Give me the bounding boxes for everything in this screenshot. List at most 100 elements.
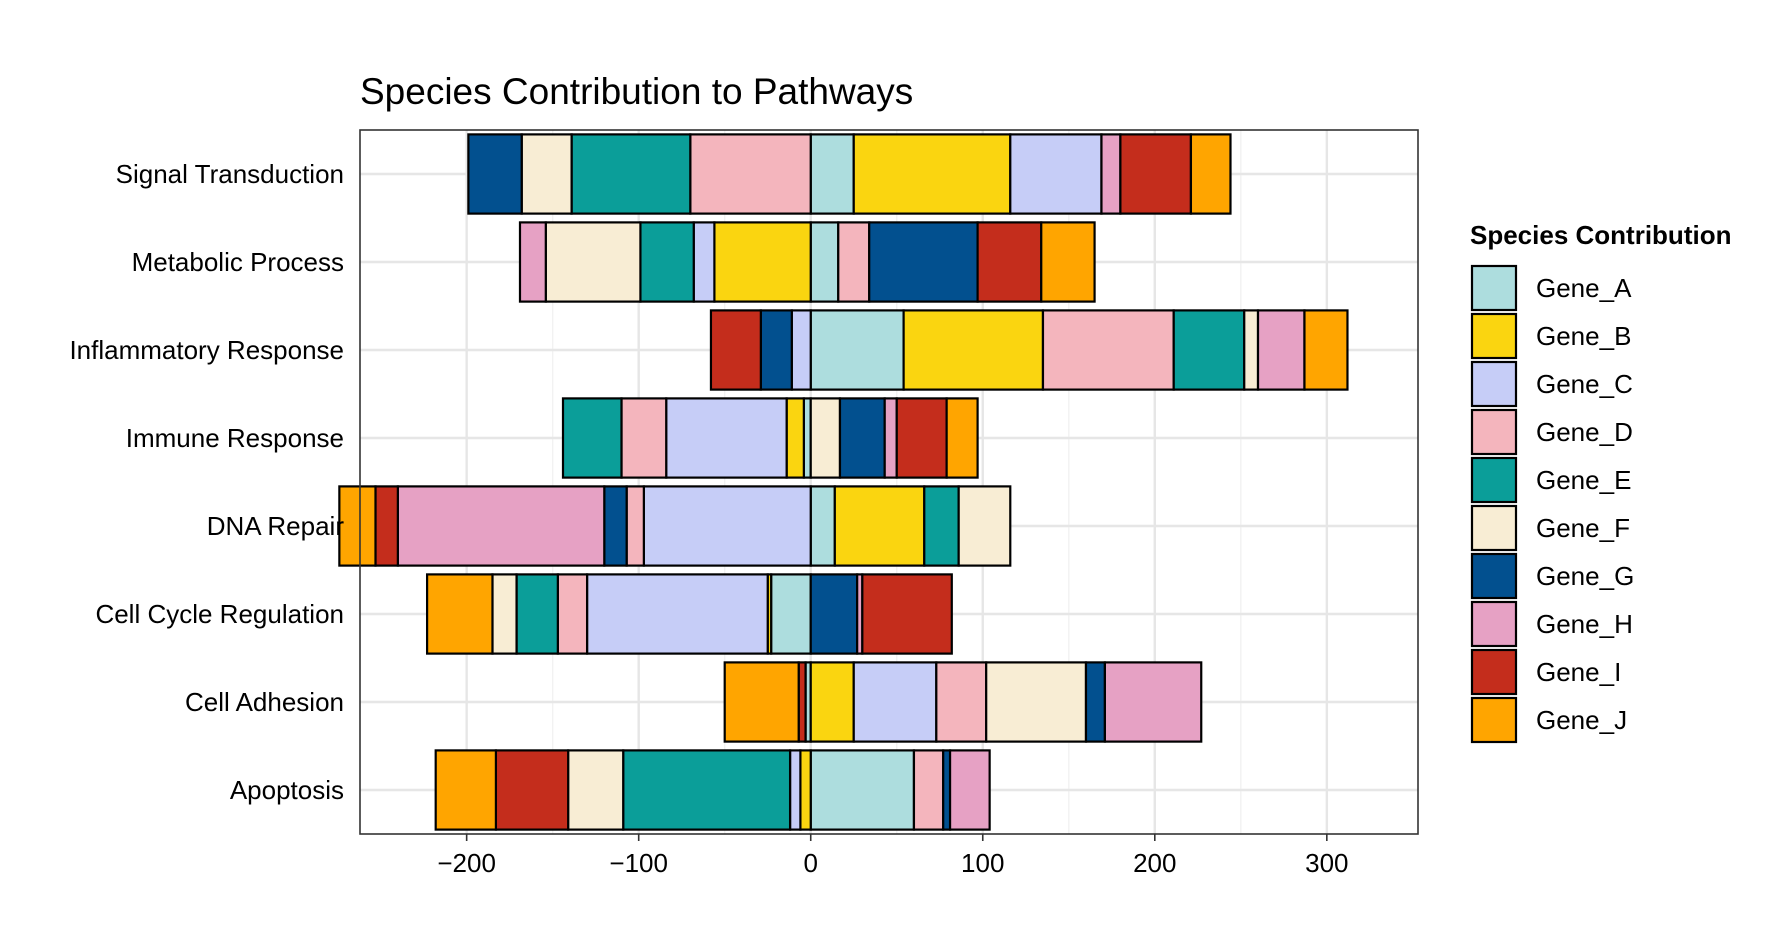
legend-swatch — [1470, 696, 1518, 744]
bar-segment — [665, 397, 788, 479]
bar-segment — [1100, 133, 1122, 215]
legend-label: Gene_G — [1536, 561, 1634, 591]
bar-segment — [902, 309, 1045, 391]
bar-segment — [809, 133, 855, 215]
legend-swatch — [1470, 360, 1518, 408]
bar-segment — [985, 661, 1088, 743]
bar-segment — [570, 133, 692, 215]
legend-label: Gene_B — [1536, 321, 1631, 351]
bar-segment — [620, 397, 668, 479]
y-tick-labels: Signal Transduction Metabolic Process Infl… — [69, 159, 344, 805]
chart-title: Species Contribution to Pathways — [360, 71, 913, 112]
legend: Gene_A Gene_B Gene_C Gene_D Gene_E Gene_F Gene… — [1470, 264, 1634, 744]
legend-label: Gene_I — [1536, 657, 1621, 687]
bar-segment — [883, 397, 898, 479]
legend-title: Species Contribution — [1470, 220, 1731, 250]
bar-segment — [809, 397, 842, 479]
legend-swatch — [1470, 600, 1518, 648]
legend-label: Gene_E — [1536, 465, 1631, 495]
legend-label: Gene_D — [1536, 417, 1633, 447]
bar-segment — [556, 573, 589, 655]
bar-segment — [709, 309, 762, 391]
bar-segment — [912, 749, 945, 831]
bar-segment — [1189, 133, 1232, 215]
bar-segment — [642, 485, 812, 567]
bar-segment — [1243, 309, 1260, 391]
bar-segment — [338, 485, 377, 567]
bar-segment — [809, 573, 859, 655]
legend-swatch — [1470, 648, 1518, 696]
legend-label: Gene_A — [1536, 273, 1632, 303]
legend-label: Gene_H — [1536, 609, 1633, 639]
bar-segment — [945, 397, 979, 479]
x-tick-label: 0 — [803, 848, 817, 878]
bar-segment — [374, 485, 399, 567]
bar-segment — [868, 221, 979, 303]
legend-swatch — [1470, 456, 1518, 504]
y-tick-label: Apoptosis — [230, 775, 344, 805]
bar-segment — [1084, 661, 1107, 743]
bar-segment — [723, 661, 800, 743]
x-tick-label: 100 — [961, 848, 1004, 878]
legend-swatch — [1470, 312, 1518, 360]
bar-segment — [852, 133, 1012, 215]
plot-border — [359, 129, 1419, 835]
bar-segment — [809, 749, 916, 831]
bar-segment — [467, 133, 523, 215]
bar-segment — [935, 661, 988, 743]
bar-segment — [788, 749, 802, 831]
bars — [338, 133, 1349, 831]
bar-segment — [585, 573, 769, 655]
bar-segment — [713, 221, 812, 303]
bar-segment — [759, 309, 793, 391]
bar-segment — [622, 749, 792, 831]
x-tick-label: 300 — [1305, 848, 1348, 878]
bar-segment — [809, 661, 855, 743]
bar-segment — [790, 309, 812, 391]
bar-segment — [396, 485, 606, 567]
bar-segment — [494, 749, 570, 831]
legend-label: Gene_F — [1536, 513, 1630, 543]
bar-segment — [1256, 309, 1306, 391]
bar-segment — [692, 221, 716, 303]
bar-segment — [1103, 661, 1203, 743]
legend-swatch — [1470, 552, 1518, 600]
bar-segment — [567, 749, 625, 831]
bar-segment — [544, 221, 642, 303]
bar-segment — [603, 485, 628, 567]
bar-segment — [976, 221, 1043, 303]
bar-segment — [561, 397, 623, 479]
y-tick-label: Immune Response — [126, 423, 344, 453]
bar-segment — [809, 309, 905, 391]
bar-segment — [809, 221, 840, 303]
bar-segment — [1041, 309, 1175, 391]
x-tick-label: −100 — [609, 848, 668, 878]
legend-swatch — [1470, 408, 1518, 456]
bar-segment — [1119, 133, 1193, 215]
bar-segment — [689, 133, 812, 215]
legend-swatch — [1470, 264, 1518, 312]
bar-segment — [491, 573, 518, 655]
bar-segment — [1303, 309, 1349, 391]
y-tick-label: Cell Cycle Regulation — [95, 599, 344, 629]
bar-segment — [1009, 133, 1103, 215]
y-tick-label: Cell Adhesion — [185, 687, 344, 717]
bar-segment — [838, 397, 886, 479]
y-tick-label: Signal Transduction — [116, 159, 344, 189]
bar-segment — [895, 397, 948, 479]
bar-segment — [1040, 221, 1096, 303]
x-tick-labels: −200 −100 0 100 200 300 — [437, 834, 1349, 878]
bar-segment — [625, 485, 645, 567]
bar-segment — [957, 485, 1012, 567]
bar-segment — [1172, 309, 1246, 391]
legend-label: Gene_J — [1536, 705, 1627, 735]
bar-segment — [518, 221, 547, 303]
x-tick-label: 200 — [1133, 848, 1176, 878]
bar-segment — [639, 221, 695, 303]
legend-label: Gene_C — [1536, 369, 1633, 399]
bar-segment — [852, 661, 938, 743]
bar-segment — [948, 749, 991, 831]
bar-segment — [520, 133, 573, 215]
bar-segment — [809, 485, 836, 567]
bar-segment — [434, 749, 498, 831]
